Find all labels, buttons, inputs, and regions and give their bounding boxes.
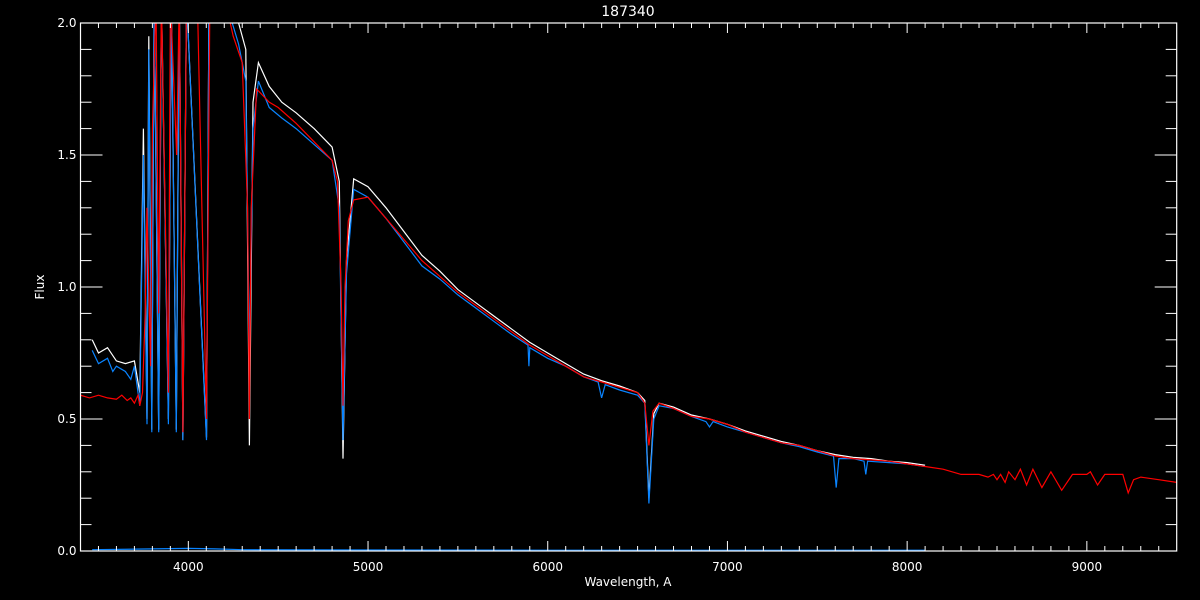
x-axis-label: Wavelength, A <box>584 575 672 589</box>
y-tick-label: 1.5 <box>57 148 76 162</box>
x-tick-label: 7000 <box>712 560 743 574</box>
series-line-3 <box>80 23 1177 495</box>
x-tick-label: 5000 <box>353 560 384 574</box>
x-tick-label: 8000 <box>892 560 923 574</box>
plot-frame <box>79 22 1178 552</box>
y-tick-label: 0.0 <box>57 544 76 558</box>
y-tick-label: 0.5 <box>57 412 76 426</box>
y-axis-label: Flux <box>33 275 47 300</box>
x-tick-label: 6000 <box>532 560 563 574</box>
series-line-2 <box>92 547 926 551</box>
chart-title: 187340 <box>601 4 654 20</box>
series-line-0 <box>91 23 926 499</box>
y-tick-label: 2.0 <box>57 16 76 30</box>
x-tick-label: 9000 <box>1072 560 1103 574</box>
series-line-1 <box>91 23 926 504</box>
y-tick-label: 1.0 <box>57 280 76 294</box>
x-tick-label: 4000 <box>173 560 204 574</box>
